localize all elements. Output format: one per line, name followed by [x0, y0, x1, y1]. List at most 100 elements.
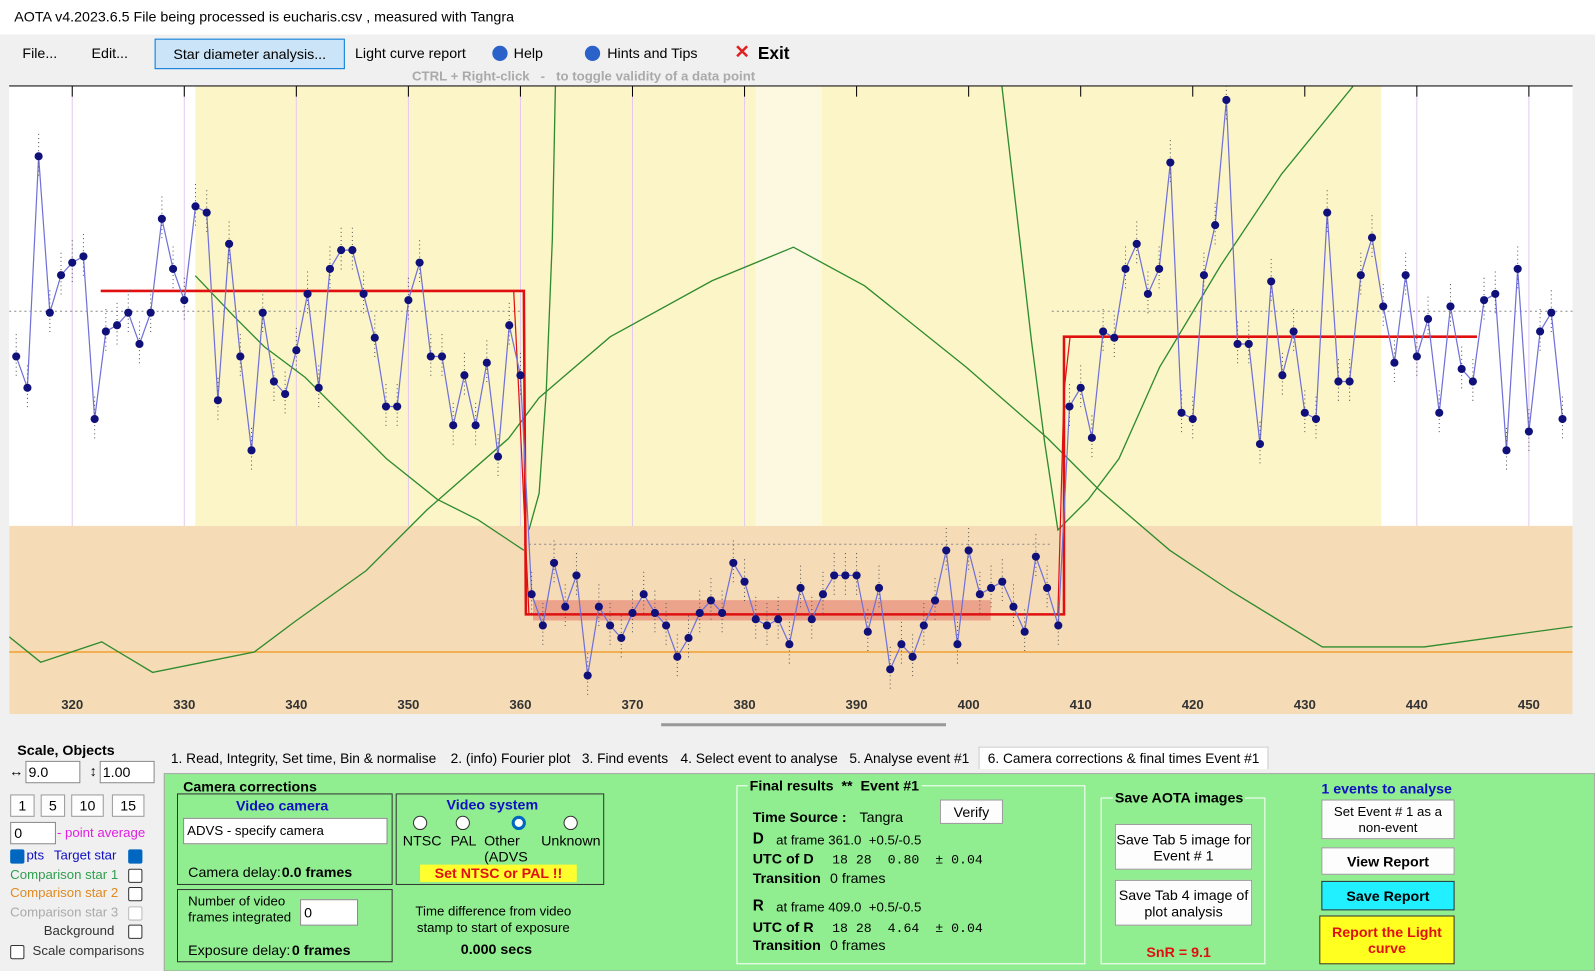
d-utc-label: UTC of D [752, 850, 814, 867]
menu-file[interactable]: File... [22, 44, 58, 62]
object-checkbox[interactable] [128, 886, 143, 902]
radio[interactable] [455, 815, 470, 831]
pts-checkbox[interactable] [10, 849, 25, 864]
save-tab4-button[interactable]: Save Tab 4 image of plot analysis [1114, 879, 1253, 926]
x-tick-label: 420 [1182, 697, 1204, 712]
data-point [1345, 377, 1354, 386]
data-point [1065, 402, 1074, 411]
report-light-curve-button[interactable]: Report the Light curve [1319, 915, 1455, 965]
data-point [975, 590, 984, 599]
data-point [247, 446, 256, 455]
menu-exit[interactable]: Exit [757, 43, 790, 64]
data-point [370, 333, 379, 342]
object-checkbox[interactable] [128, 849, 143, 864]
tab[interactable]: 2. (info) Fourier plot [450, 750, 571, 766]
data-point [572, 571, 581, 580]
data-point [695, 608, 704, 618]
video-camera-label: Video camera [235, 797, 329, 814]
tab[interactable]: 3. Find events [581, 750, 669, 766]
data-point [1311, 414, 1321, 424]
menu-edit[interactable]: Edit... [91, 44, 128, 62]
scrollbar[interactable] [661, 723, 946, 727]
scale-spin[interactable]: 9.0 [25, 760, 81, 784]
data-point [337, 246, 346, 255]
scale-button[interactable]: 1 [10, 794, 35, 817]
menu-light-curve-report[interactable]: Light curve report [355, 44, 466, 62]
data-point [628, 608, 637, 618]
d-transition-label: Transition [752, 869, 821, 886]
data-point [471, 421, 480, 430]
save-report-button[interactable]: Save Report [1321, 880, 1455, 911]
d-frame: at frame 361.0 +0.5/-0.5 [776, 832, 922, 848]
data-point [1323, 208, 1332, 217]
data-point [527, 590, 536, 599]
r-transition-label: Transition [752, 936, 821, 954]
tab[interactable]: 4. Select event to analyse [680, 750, 838, 766]
ratio-spin[interactable]: 1.00 [99, 760, 155, 784]
title-bar: AOTA v4.2023.6.5 File being processed is… [14, 8, 514, 25]
data-point [1155, 264, 1164, 273]
point-avg-select[interactable]: 0 [10, 821, 56, 845]
data-point [1099, 327, 1108, 336]
d-transition: 0 frames [830, 869, 886, 886]
view-report-button[interactable]: View Report [1321, 847, 1455, 875]
radio[interactable] [563, 815, 578, 831]
yellow-band [821, 86, 1382, 526]
data-point [953, 640, 962, 649]
data-point [1031, 552, 1040, 561]
data-point [706, 596, 715, 605]
point-avg-label: - point average [56, 824, 146, 841]
tab[interactable]: 5. Analyse event #1 [849, 750, 970, 766]
object-checkbox[interactable] [128, 906, 143, 921]
data-point [1457, 364, 1466, 374]
object-checkbox[interactable] [128, 924, 143, 939]
radio[interactable] [412, 815, 428, 831]
data-point [146, 308, 155, 317]
non-event-button[interactable]: Set Event # 1 as a non-event [1321, 799, 1455, 840]
data-point [673, 652, 682, 661]
data-point [1547, 308, 1556, 317]
exposure-delay: 0 frames [291, 941, 351, 959]
object-checkbox[interactable] [128, 868, 143, 883]
save-tab5-button[interactable]: Save Tab 5 image for Event # 1 [1114, 823, 1253, 870]
data-point [23, 383, 32, 392]
data-point [1390, 358, 1399, 367]
data-point [1480, 296, 1489, 305]
data-point [56, 271, 66, 280]
x-tick-label: 380 [734, 697, 756, 712]
scale-comparisons-checkbox[interactable] [10, 944, 25, 960]
pts-label: pts [26, 847, 45, 863]
data-point [303, 289, 312, 298]
menu-hints[interactable]: Hints and Tips [607, 44, 698, 62]
data-point [404, 296, 413, 305]
scale-button[interactable]: 10 [71, 794, 104, 817]
verify-button[interactable]: Verify [939, 799, 1003, 824]
data-point [202, 208, 211, 217]
data-point [594, 602, 603, 611]
radio-label: Other (ADVS [484, 832, 528, 865]
data-point [1255, 439, 1265, 449]
scale-button[interactable]: 5 [40, 794, 66, 817]
tab-active[interactable]: 6. Camera corrections & final times Even… [978, 746, 1269, 770]
frames-integrated-select[interactable]: 0 [300, 899, 359, 926]
light-curve-plot[interactable]: 320 330 340 350 360 370 380 390 400 410 420 430 440 4… [9, 85, 1573, 715]
tab[interactable]: 1. Read, Integrity, Set time, Bin & norm… [170, 750, 437, 766]
radio-selected[interactable] [511, 815, 526, 831]
green-curve [528, 86, 557, 531]
data-point [807, 615, 816, 624]
data-point [415, 258, 424, 267]
object-label: Comparison star 1 [10, 866, 119, 882]
menu-star-diameter[interactable]: Star diameter analysis... [154, 38, 345, 70]
data-point [785, 640, 794, 649]
scale-comparisons-label: Scale comparisons [32, 942, 145, 959]
data-point [986, 583, 996, 593]
frames-integrated-label: Number of video frames integrated [188, 893, 292, 925]
data-point [1054, 621, 1063, 630]
data-point [538, 621, 547, 630]
menu-help[interactable]: Help [513, 44, 543, 62]
camera-select[interactable]: ADVS - specify camera [183, 817, 388, 845]
data-point [908, 652, 917, 661]
data-point [213, 396, 222, 405]
data-point [437, 352, 447, 361]
scale-button[interactable]: 15 [111, 794, 145, 817]
